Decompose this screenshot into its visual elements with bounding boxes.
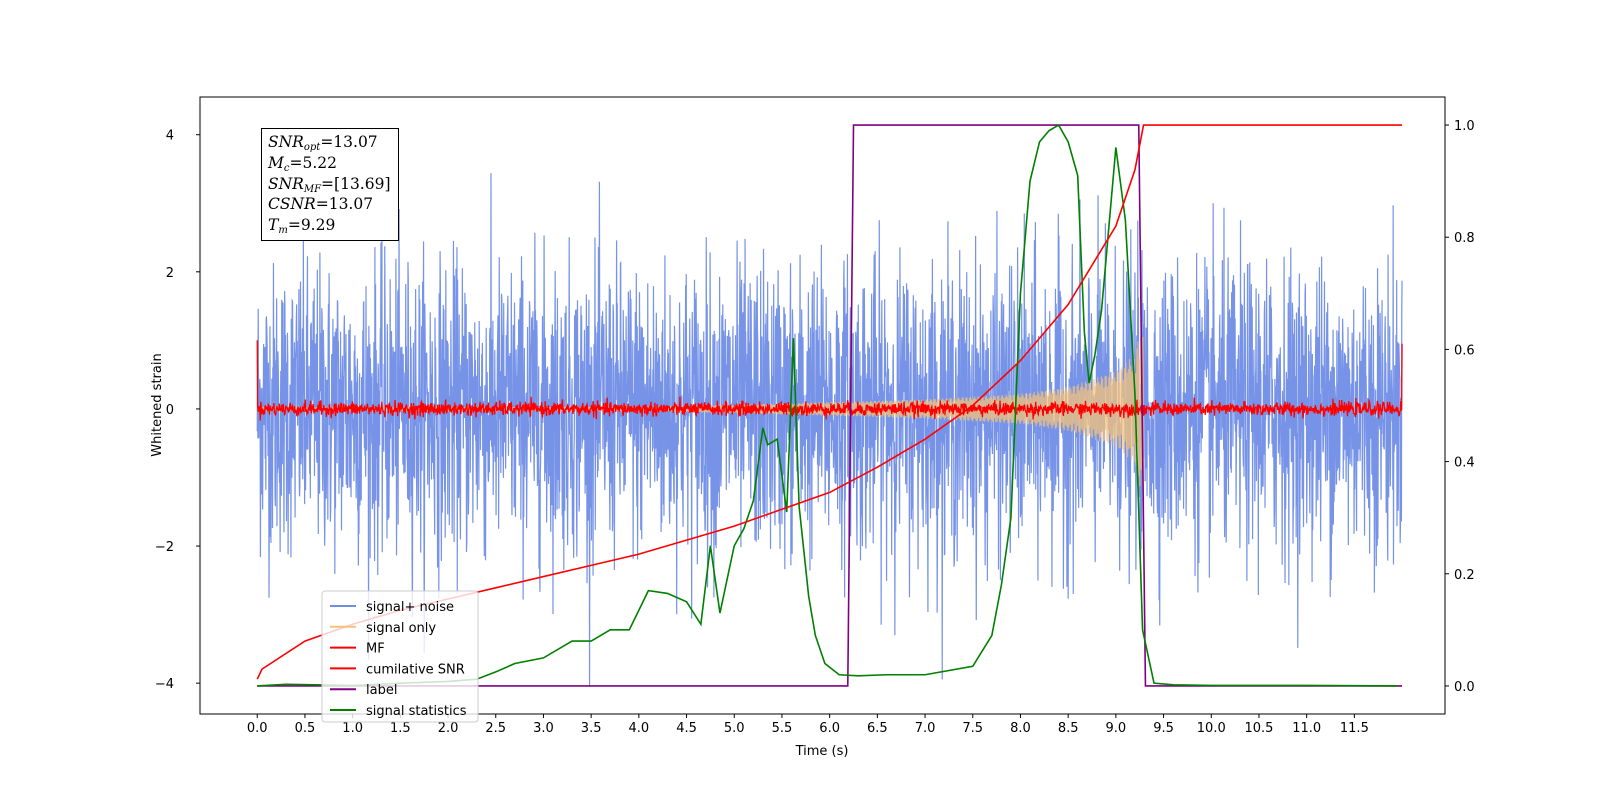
x-axis: 0.0 0.5 1.0 1.5 2.0 2.5 3.0 3.5 4.0 4.5 5.0 5.5 6.0 6… <box>247 714 1369 736</box>
annotation-line: SNRMF=[13.69] <box>268 174 391 195</box>
legend-entry: cumilative SNR <box>366 662 465 677</box>
metrics-annotation-box: SNRopt=13.07 Mc=5.22 SNRMF=[13.69] CSNR=13.… <box>261 128 399 241</box>
y-right-tick-label: 0.4 <box>1454 456 1475 471</box>
legend-entry: label <box>366 683 397 698</box>
plot-frame <box>199 96 1446 715</box>
x-tick-label: 4.5 <box>676 721 697 736</box>
x-tick-label: 6.0 <box>819 721 840 736</box>
x-tick-label: 1.0 <box>342 721 363 736</box>
x-tick-label: 7.0 <box>915 721 936 736</box>
y-right-tick-label: 1.0 <box>1454 119 1475 134</box>
x-tick-label: 1.5 <box>390 721 411 736</box>
y-right-tick-label: 0.6 <box>1454 343 1475 358</box>
x-tick-label: 3.5 <box>581 721 602 736</box>
x-tick-label: 2.5 <box>485 721 506 736</box>
legend-entry: signal only <box>366 621 436 636</box>
y-left-tick-label: 4 <box>166 129 174 144</box>
y-right-tick-label: 0.8 <box>1454 231 1475 246</box>
series-label <box>257 124 1403 687</box>
x-tick-label: 11.5 <box>1340 721 1369 736</box>
x-tick-label: 5.5 <box>772 721 793 736</box>
y-left-tick-label: −2 <box>155 540 174 555</box>
x-tick-label: 7.5 <box>962 721 983 736</box>
series-mf <box>256 340 1403 421</box>
x-tick-label: 11.0 <box>1292 721 1321 736</box>
legend-entry: signal+ noise <box>366 600 454 615</box>
x-tick-label: 8.0 <box>1010 721 1031 736</box>
x-tick-label: 3.0 <box>533 721 554 736</box>
legend: signal+ noise signal only MF cumilative SNR… <box>321 590 479 723</box>
series-signal-noise <box>256 173 1403 687</box>
series-signal-statistics <box>257 123 1398 687</box>
y-left-tick-label: 2 <box>166 266 174 281</box>
y-axis-label: Whitened strain <box>150 353 165 456</box>
x-tick-label: 4.0 <box>629 721 650 736</box>
legend-entry: signal statistics <box>366 704 467 719</box>
x-tick-label: 0.0 <box>247 721 268 736</box>
x-tick-label: 8.5 <box>1058 721 1079 736</box>
annotation-line: Tm=9.29 <box>268 216 336 237</box>
x-tick-label: 6.5 <box>867 721 888 736</box>
y-right-tick-label: 0.2 <box>1454 568 1475 583</box>
annotation-line: CSNR=13.07 <box>268 195 374 214</box>
y-left-tick-label: 0 <box>166 403 174 418</box>
legend-entry: MF <box>366 642 385 657</box>
x-tick-label: 2.0 <box>438 721 459 736</box>
y-left-tick-label: −4 <box>155 677 174 692</box>
x-tick-label: 0.5 <box>295 721 316 736</box>
x-tick-label: 10.0 <box>1197 721 1226 736</box>
annotation-line: SNRopt=13.07 <box>268 133 378 153</box>
x-tick-label: 10.5 <box>1244 721 1273 736</box>
y-axis-right: 0.0 0.2 0.4 0.6 0.8 1.0 <box>1445 119 1475 695</box>
y-axis-left: −4 −2 0 2 4 <box>155 129 200 692</box>
x-axis-label: Time (s) <box>795 744 849 759</box>
x-tick-label: 5.0 <box>724 721 745 736</box>
x-tick-label: 9.0 <box>1106 721 1127 736</box>
x-tick-label: 9.5 <box>1153 721 1174 736</box>
y-right-tick-label: 0.0 <box>1454 680 1475 695</box>
annotation-line: Mc=5.22 <box>268 153 337 174</box>
